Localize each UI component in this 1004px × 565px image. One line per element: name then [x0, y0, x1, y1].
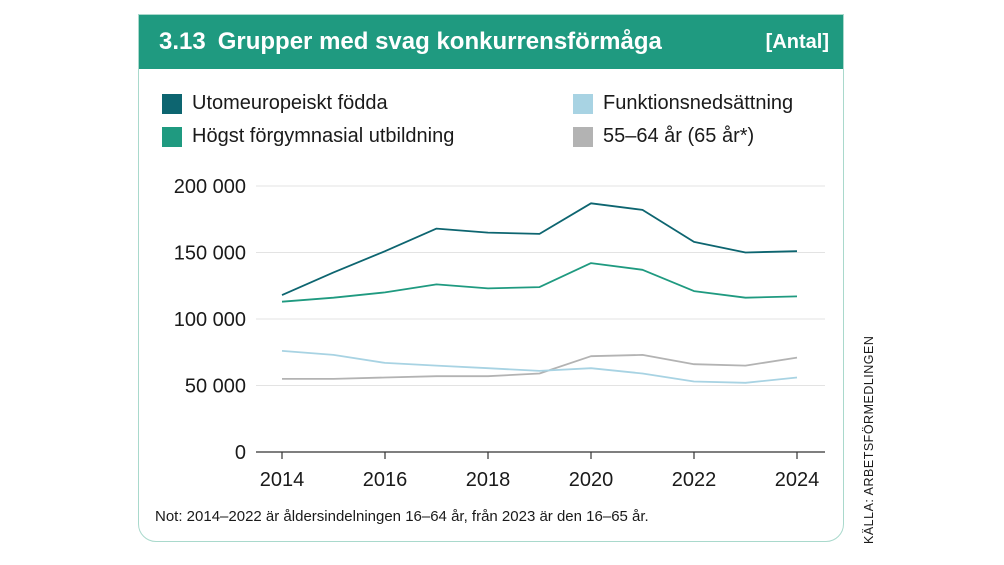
source-label: KÄLLA: ARBETSFÖRMEDLINGEN — [862, 335, 876, 544]
chart-card: 3.13 Grupper med svag konkurrensförmåga … — [138, 14, 844, 542]
y-tick-label: 150 000 — [174, 243, 246, 265]
x-tick-label: 2016 — [363, 469, 408, 491]
x-tick-label: 2024 — [775, 469, 820, 491]
chart-title: Grupper med svag konkurrensförmåga — [217, 28, 662, 55]
series-line — [281, 262, 798, 303]
unit-label: [Antal] — [765, 30, 829, 53]
chart-number: 3.13 — [159, 28, 206, 55]
y-tick-label: 100 000 — [174, 309, 246, 331]
x-tick-label: 2018 — [466, 469, 511, 491]
series-line — [282, 353, 798, 380]
chart-header: 3.13 Grupper med svag konkurrensförmåga … — [139, 15, 843, 69]
footnote: Not: 2014–2022 är åldersindelningen 16–6… — [155, 508, 649, 525]
series-line — [281, 350, 798, 384]
x-tick-label: 2022 — [672, 469, 717, 491]
y-tick-label: 50 000 — [185, 376, 246, 398]
x-tick-label: 2014 — [260, 469, 305, 491]
y-tick-label: 200 000 — [174, 176, 246, 198]
y-tick-label: 0 — [235, 442, 246, 464]
series-line — [281, 202, 798, 296]
x-tick-label: 2020 — [569, 469, 614, 491]
